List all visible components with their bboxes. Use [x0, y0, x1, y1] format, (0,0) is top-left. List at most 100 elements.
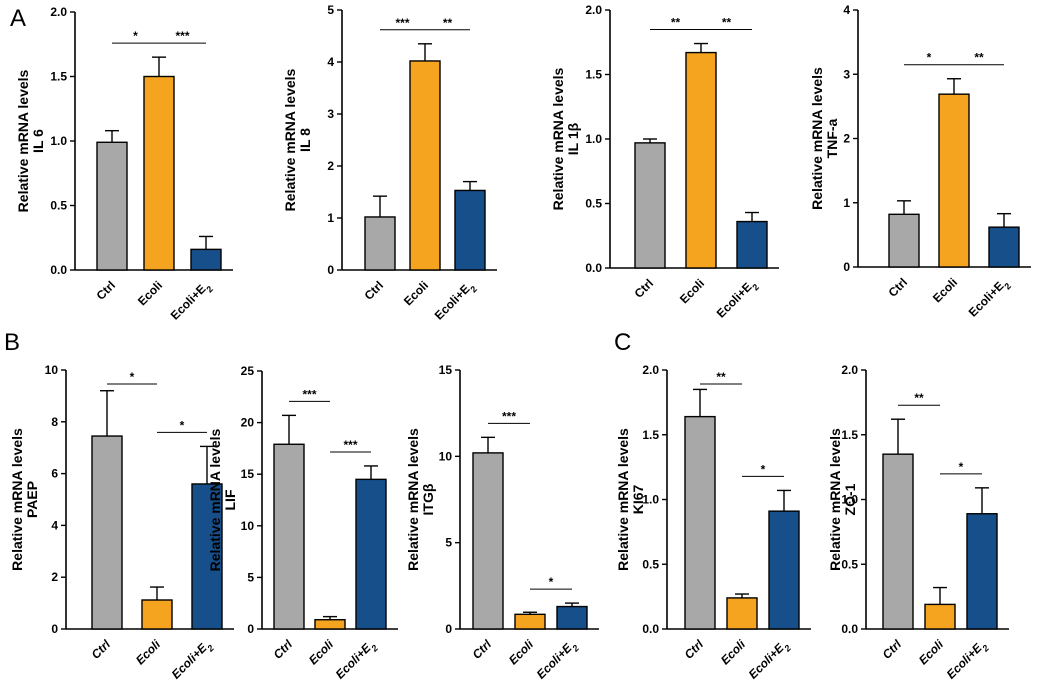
y-tick-label: 1.0 [642, 493, 659, 507]
y-tick-label: 2 [51, 570, 58, 584]
significance-mark: *** [395, 16, 409, 30]
bar-ctrl [888, 213, 920, 268]
significance-mark: *** [502, 409, 516, 423]
gene-name: TNF-a [824, 118, 840, 158]
y-tick-label: 10 [439, 449, 453, 463]
significance-mark: ** [716, 370, 726, 384]
y-tick-label: 6 [51, 467, 58, 481]
bar-ctrl [273, 443, 305, 630]
bar-ecoli [685, 51, 717, 269]
category-label: Ctrl [880, 637, 905, 662]
y-tick-label: 2 [327, 159, 334, 173]
y-tick-label: 10 [45, 363, 59, 377]
y-tick-label: 4 [51, 518, 58, 532]
y-tick-label: 2.0 [585, 3, 602, 17]
y-tick-label: 0.5 [585, 197, 602, 211]
y-tick-label: 0.0 [50, 263, 67, 277]
y-tick-label: 25 [241, 364, 255, 378]
significance-mark: * [180, 418, 185, 432]
bar-ecoli [514, 613, 546, 630]
bar-ecoli-e2 [988, 226, 1020, 268]
category-label: Ecoli [677, 276, 707, 306]
category-label: Ecoli+E2 [944, 637, 991, 684]
significance-mark: ** [671, 16, 681, 30]
category-label: Ctrl [94, 278, 119, 303]
y-axis-title: Relative mRNA levels [282, 68, 298, 211]
significance-mark: * [761, 462, 766, 476]
category-label: Ctrl [89, 637, 114, 662]
significance-mark: * [549, 575, 554, 589]
category-label: Ecoli [401, 278, 431, 308]
bar-ecoli-e2 [190, 248, 222, 271]
y-tick-label: 0 [327, 263, 334, 277]
panel-label-c: C [614, 329, 631, 356]
y-tick-label: 0 [843, 260, 850, 274]
chart-zo-1: 0.0 0.5 1.0 1.5 2.0 Relative mRNA levels ZO-1 C… [827, 363, 1009, 684]
significance-mark: *** [175, 29, 189, 43]
significance-mark: ** [914, 391, 924, 405]
bar-ctrl [634, 142, 666, 269]
y-tick-label: 2.0 [50, 5, 67, 19]
y-axis-title: Relative mRNA levels [9, 428, 25, 571]
category-label: Ecoli+E2 [333, 637, 380, 684]
chart-ki67: 0.0 0.5 1.0 1.5 2.0 Relative mRNA levels KI67 C… [615, 363, 811, 684]
category-label: Ctrl [271, 637, 296, 662]
significance-mark: * [927, 51, 932, 65]
chart-il-8: 0 1 2 3 4 5 Relative mRNA levels IL 8 Ctrl Ecoli E… [282, 3, 497, 325]
gene-name: ZO-1 [842, 483, 858, 515]
significance-mark: ** [722, 16, 732, 30]
significance-mark: ** [974, 51, 984, 65]
chart-itg-: 0 5 10 15 Relative mRNA levels ITGβ Ctrl EcoliE… [405, 363, 599, 684]
chart-tnf-a: 0 1 2 3 4 Relative mRNA levels TNF-a Ctrl Ecoli E… [809, 3, 1031, 322]
category-label: Ecoli [930, 275, 960, 305]
chart-il-1-: 0.0 0.5 1.0 1.5 2.0 Relative mRNA levels IL 1β… [550, 3, 779, 323]
y-tick-label: 0.5 [50, 199, 67, 213]
y-tick-label: 15 [439, 363, 453, 377]
y-axis-title: Relative mRNA levels [405, 428, 421, 571]
bar-ctrl [91, 435, 123, 630]
y-tick-label: 1.5 [585, 68, 602, 82]
y-tick-label: 1.5 [841, 428, 858, 442]
bar-ctrl [684, 415, 716, 630]
category-label: Ctrl [362, 278, 387, 303]
significance-mark: *** [343, 438, 357, 452]
bar-ecoli [141, 599, 173, 630]
y-tick-label: 8 [51, 415, 58, 429]
significance-mark: * [130, 370, 135, 384]
bar-ecoli [143, 75, 175, 271]
y-tick-label: 5 [445, 536, 452, 550]
gene-name: LIF [222, 489, 238, 510]
y-tick-label: 0 [247, 622, 254, 636]
category-label: Ecoli+E2 [432, 278, 479, 325]
chart-il-6: 0.0 0.5 1.0 1.5 2.0 Relative mRNA levels IL 6 C… [15, 5, 233, 325]
bar-ecoli-e2 [768, 510, 800, 630]
y-tick-label: 5 [247, 570, 254, 584]
y-axis-title: Relative mRNA levels [809, 67, 825, 210]
category-label: Ecoli+E2 [168, 278, 215, 325]
gene-name: IL 8 [297, 128, 313, 152]
y-axis-title: Relative mRNA levels [15, 69, 31, 212]
y-tick-label: 0.0 [585, 261, 602, 275]
gene-name: KI67 [630, 485, 646, 515]
bar-ctrl [882, 453, 914, 630]
significance-mark: * [959, 460, 964, 474]
category-label: Ecoli [916, 637, 947, 668]
significance-mark: *** [302, 387, 316, 401]
category-label: Ecoli [133, 637, 164, 668]
y-tick-label: 1.0 [50, 134, 67, 148]
category-label: Ctrl [470, 637, 495, 662]
y-tick-label: 20 [241, 416, 255, 430]
category-label: Ecoli+E2 [534, 637, 581, 684]
bar-ecoli-e2 [355, 478, 387, 630]
y-tick-label: 0.5 [841, 557, 858, 571]
y-tick-label: 2.0 [642, 363, 659, 377]
y-tick-label: 3 [327, 107, 334, 121]
category-label: Ecoli+E2 [746, 637, 793, 684]
y-tick-label: 5 [327, 3, 334, 17]
category-label: Ctrl [682, 637, 707, 662]
bar-ecoli-e2 [454, 189, 486, 271]
gene-name: ITGβ [420, 483, 436, 515]
y-tick-label: 1 [327, 211, 334, 225]
category-label: Ecoli+E2 [714, 276, 761, 323]
